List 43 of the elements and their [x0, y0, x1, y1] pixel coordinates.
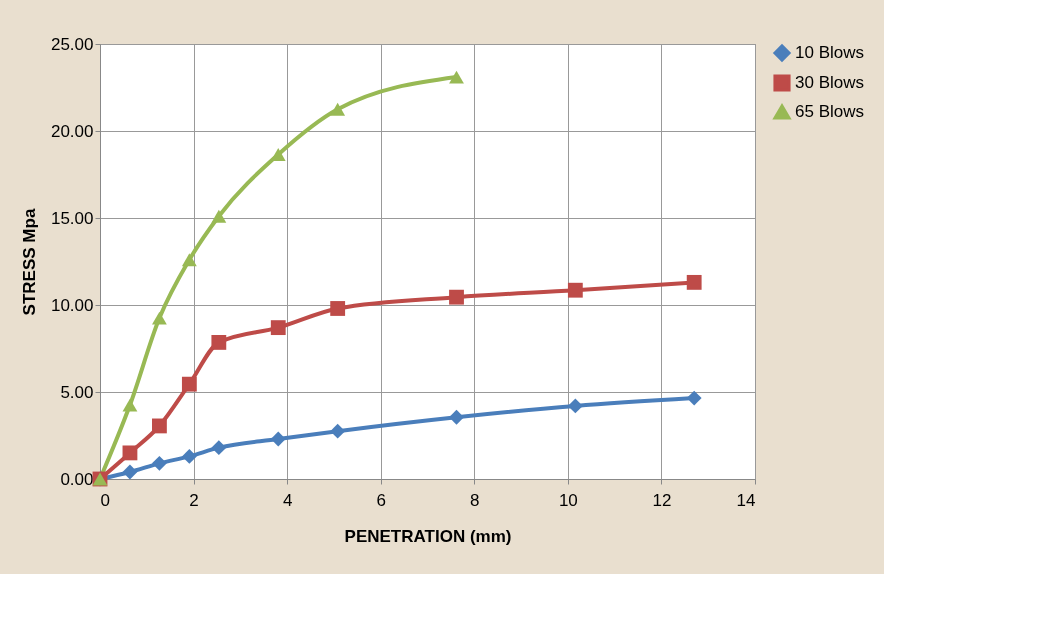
point	[152, 455, 167, 471]
point	[152, 418, 167, 434]
point	[449, 70, 464, 84]
x-tick-label: 0	[100, 490, 110, 510]
y-tick-label: 5.00	[60, 382, 94, 402]
point	[181, 376, 197, 392]
x-tick-label: 10	[558, 490, 578, 510]
x-tick-label: 6	[376, 490, 386, 510]
point	[211, 440, 227, 456]
x-axis-title: PENETRATION (mm)	[344, 526, 512, 546]
y-axis-title: STRESS Mpa	[19, 208, 39, 316]
x-tick-label: 14	[736, 490, 756, 510]
point	[270, 320, 286, 336]
point	[211, 334, 227, 350]
y-tick-label: 10.00	[50, 295, 94, 315]
x-tick-label: 12	[652, 490, 672, 510]
point	[152, 311, 167, 325]
point	[330, 301, 346, 316]
point	[330, 102, 346, 116]
point	[181, 448, 197, 464]
x-tick-label: 4	[282, 490, 293, 510]
point	[686, 274, 702, 290]
legend-label: 10 Blows	[795, 43, 864, 62]
legend-label: 65 Blows	[795, 102, 864, 121]
point	[122, 464, 138, 480]
y-tick-label: 20.00	[50, 121, 94, 141]
point	[449, 409, 464, 425]
point	[270, 431, 286, 447]
point	[449, 289, 464, 305]
y-tick-label: 25.00	[50, 34, 94, 54]
point	[211, 209, 227, 223]
point	[330, 423, 346, 439]
point	[686, 390, 702, 406]
y-tick-label: 0.00	[60, 469, 94, 489]
legend-label: 30 Blows	[795, 73, 864, 92]
point	[567, 398, 583, 414]
point	[567, 282, 583, 298]
point	[122, 398, 138, 412]
x-tick-label: 2	[189, 490, 199, 510]
point	[181, 253, 197, 267]
point	[122, 445, 138, 461]
y-tick-label: 15.00	[50, 208, 94, 228]
x-tick-label: 8	[470, 490, 480, 510]
